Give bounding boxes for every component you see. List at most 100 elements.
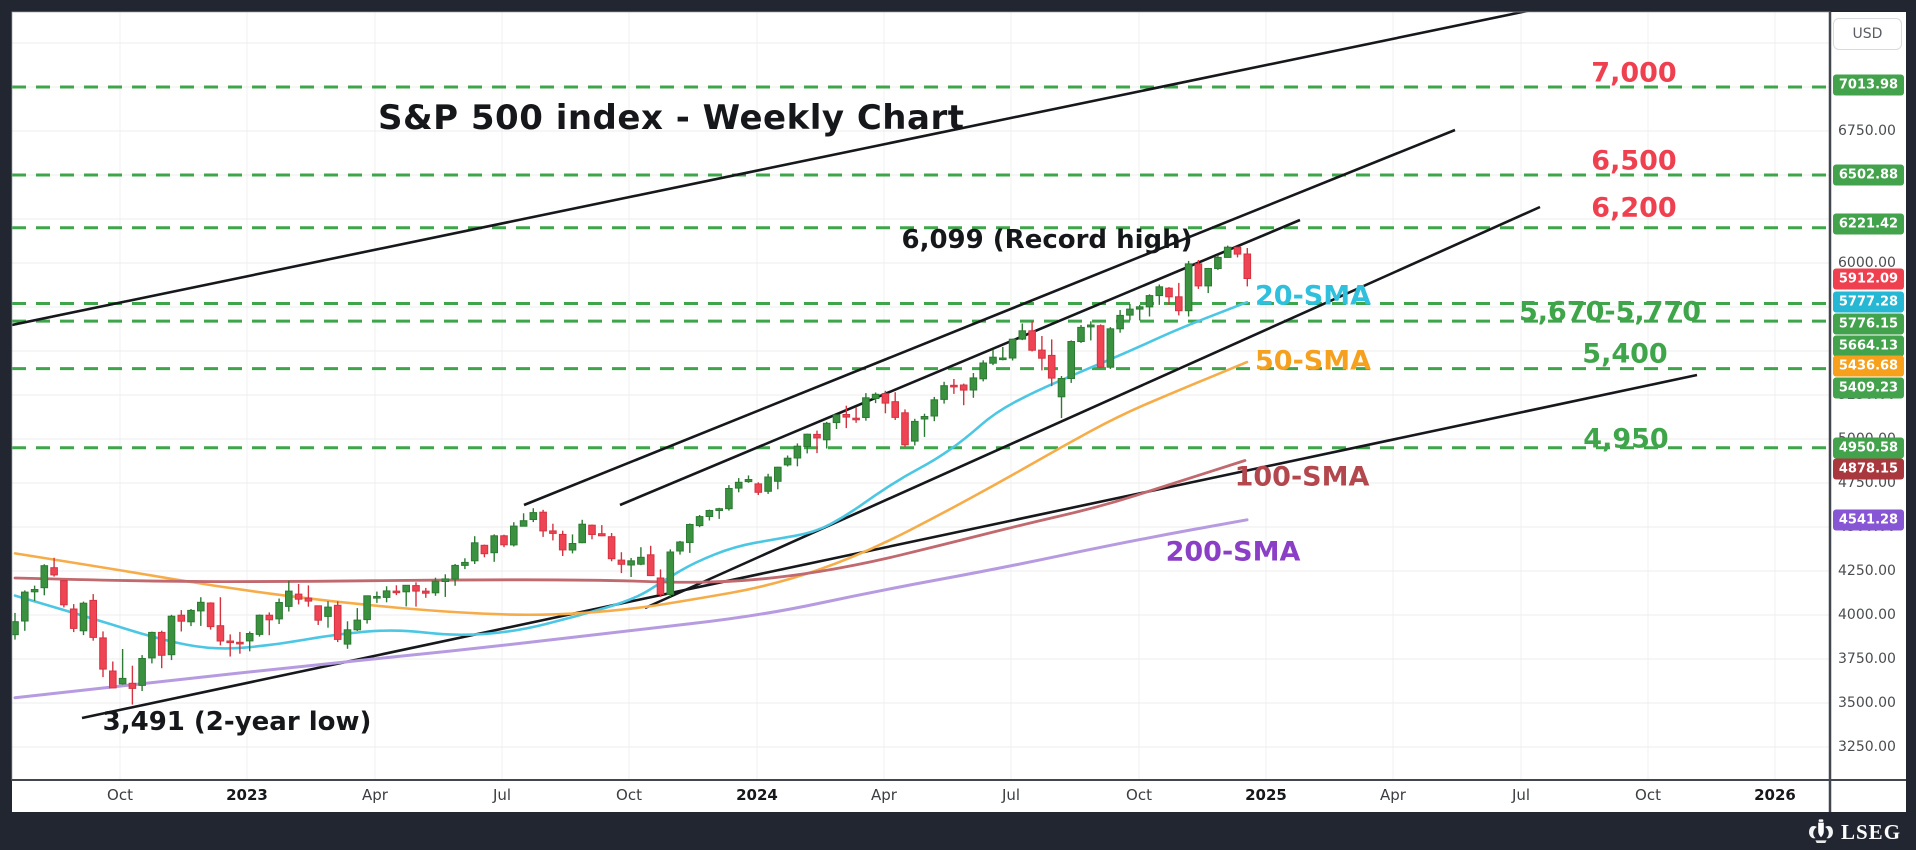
- candle: [989, 356, 997, 364]
- candle: [382, 590, 391, 598]
- candle: [461, 561, 469, 566]
- candle: [852, 417, 860, 421]
- candle: [999, 357, 1007, 361]
- candle: [1067, 341, 1076, 379]
- candle: [686, 524, 694, 543]
- candle: [764, 476, 772, 492]
- candle: [255, 614, 264, 635]
- candle: [236, 641, 244, 645]
- candle: [138, 658, 146, 686]
- candle: [539, 511, 547, 532]
- candle: [695, 516, 704, 527]
- lseg-logo: LSEG: [1806, 817, 1901, 847]
- trendline: [644, 205, 1541, 610]
- candle: [285, 590, 293, 607]
- candle: [1077, 326, 1085, 342]
- candle: [40, 565, 49, 589]
- time-axis[interactable]: [12, 780, 1830, 812]
- candle: [69, 608, 78, 629]
- candle: [500, 535, 508, 546]
- candle: [441, 578, 450, 583]
- candle: [157, 631, 166, 656]
- lseg-logo-text: LSEG: [1841, 819, 1902, 844]
- candle: [353, 619, 362, 631]
- candle: [1116, 314, 1124, 330]
- candle: [1223, 246, 1232, 258]
- candle: [1175, 296, 1183, 312]
- candle: [1106, 328, 1115, 368]
- candle: [920, 416, 929, 420]
- candle: [734, 481, 743, 489]
- candle: [744, 479, 753, 483]
- candle: [1018, 330, 1027, 340]
- lseg-crest-icon: [1806, 818, 1836, 846]
- candle: [60, 580, 68, 606]
- candle: [490, 535, 498, 554]
- candle: [373, 596, 381, 599]
- candle: [930, 399, 939, 417]
- price-axis[interactable]: [1830, 12, 1906, 780]
- candle: [842, 414, 851, 418]
- candle: [822, 422, 831, 441]
- candle: [656, 577, 665, 595]
- candle: [1028, 330, 1036, 351]
- candle: [871, 393, 880, 399]
- candle: [148, 631, 156, 659]
- candle: [30, 589, 39, 593]
- candle: [1233, 246, 1242, 255]
- candle: [1155, 286, 1164, 297]
- candle: [206, 602, 215, 628]
- candle: [1057, 378, 1066, 398]
- candle: [646, 554, 655, 577]
- candle: [187, 609, 195, 623]
- candle: [1126, 308, 1134, 316]
- candle: [568, 543, 577, 551]
- trendline: [12, 12, 1529, 327]
- candle: [725, 488, 733, 510]
- candle: [226, 640, 234, 644]
- candle: [451, 564, 459, 580]
- candle: [1135, 306, 1144, 310]
- candle: [1047, 354, 1056, 379]
- candle: [510, 525, 518, 546]
- candle: [118, 677, 127, 685]
- currency-button[interactable]: USD: [1833, 18, 1902, 50]
- candle: [294, 593, 303, 600]
- candle: [832, 414, 841, 424]
- candle: [637, 556, 645, 565]
- candle: [783, 457, 792, 466]
- candle: [1194, 263, 1203, 287]
- candle: [891, 401, 900, 418]
- candle: [99, 637, 107, 670]
- candle: [1008, 338, 1017, 359]
- sma-200-line: [13, 518, 1249, 700]
- candle: [422, 590, 430, 594]
- candle: [245, 633, 254, 642]
- candle: [89, 599, 98, 638]
- candle: [79, 602, 88, 632]
- candle: [549, 530, 557, 534]
- candle: [431, 580, 440, 594]
- candle: [197, 601, 205, 612]
- candle: [676, 541, 684, 552]
- candle: [177, 614, 186, 622]
- candle: [343, 629, 352, 645]
- candle: [774, 466, 782, 482]
- candle: [959, 384, 968, 391]
- candle: [128, 682, 137, 689]
- candle: [402, 584, 410, 593]
- candle: [363, 595, 371, 621]
- candle: [558, 533, 567, 551]
- candle: [529, 512, 538, 520]
- candle: [167, 615, 176, 656]
- chart-background: [12, 12, 1906, 812]
- candle: [275, 602, 283, 620]
- candle: [304, 597, 313, 602]
- candle: [50, 567, 58, 576]
- candle: [480, 544, 489, 555]
- candle: [803, 433, 812, 448]
- trendline: [523, 128, 1456, 507]
- chart-title: S&P 500 index - Weekly Chart: [378, 98, 965, 138]
- candle: [627, 560, 635, 566]
